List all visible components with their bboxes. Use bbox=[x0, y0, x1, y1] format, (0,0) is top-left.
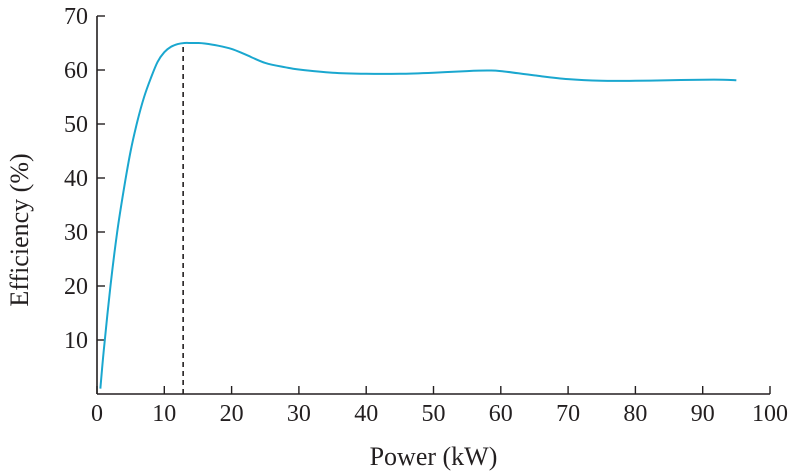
x-tick-label: 40 bbox=[354, 401, 378, 427]
y-tick-label: 60 bbox=[64, 58, 88, 84]
y-tick-label: 30 bbox=[64, 220, 88, 246]
y-tick-label: 40 bbox=[64, 166, 88, 192]
x-tick-label: 70 bbox=[556, 401, 580, 427]
series-group bbox=[99, 41, 737, 389]
y-tick-label: 70 bbox=[64, 4, 88, 30]
x-axis-title: Power (kW) bbox=[370, 442, 498, 471]
x-tick-label: 50 bbox=[422, 401, 446, 427]
x-tick-label: 30 bbox=[287, 401, 311, 427]
x-tick-label: 0 bbox=[91, 401, 103, 427]
x-tick-label: 80 bbox=[623, 401, 647, 427]
x-tick-label: 100 bbox=[752, 401, 788, 427]
x-tick-label: 20 bbox=[220, 401, 244, 427]
x-tick-label: 90 bbox=[691, 401, 715, 427]
x-axis-ticks: 0 10 20 30 40 50 60 70 80 90 100 bbox=[91, 386, 788, 427]
y-axis-ticks: 10 20 30 40 50 60 70 bbox=[64, 4, 105, 354]
x-tick-label: 60 bbox=[489, 401, 513, 427]
y-axis-title: Efficiency (%) bbox=[5, 153, 34, 306]
x-tick-label: 10 bbox=[152, 401, 176, 427]
efficiency-series-line bbox=[99, 41, 737, 389]
y-tick-label: 50 bbox=[64, 112, 88, 138]
y-tick-label: 10 bbox=[64, 328, 88, 354]
y-tick-label: 20 bbox=[64, 274, 88, 300]
